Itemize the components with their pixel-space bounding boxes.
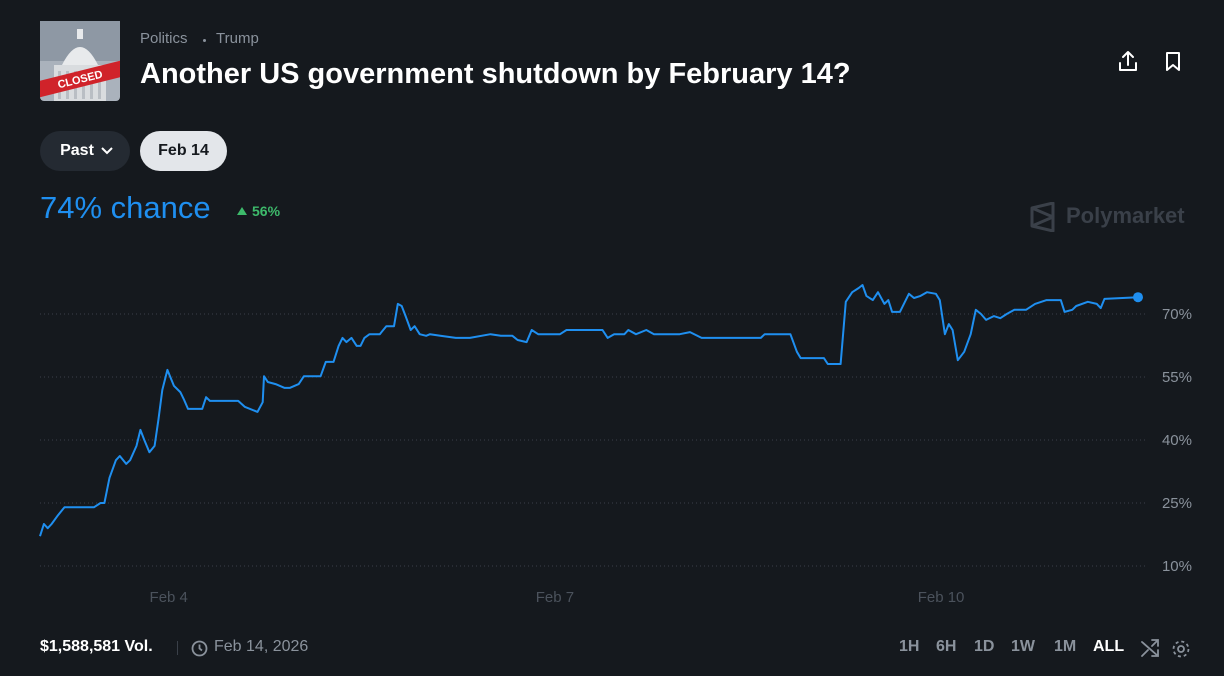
chart-settings <box>1141 639 1190 658</box>
chevron-icon <box>101 147 113 155</box>
clock-icon <box>191 640 208 657</box>
up-triangle <box>237 207 247 215</box>
timeframe-button[interactable]: 1D <box>974 638 995 655</box>
shuffle-icon[interactable] <box>1141 639 1159 657</box>
end-date: Feb 14, 2026 <box>214 638 309 655</box>
thumbnail: CLOSED <box>40 21 120 101</box>
timeframe-button[interactable]: 1M <box>1054 638 1077 655</box>
category[interactable]: Politics <box>140 30 188 47</box>
separator <box>203 39 206 42</box>
category[interactable]: Trump <box>216 30 259 47</box>
price-line <box>39 284 1139 537</box>
timeframe-button[interactable]: ALL <box>1093 638 1125 655</box>
y-tick-label: 40% <box>1162 432 1192 449</box>
x-tick-label: Feb 7 <box>536 589 574 606</box>
x-tick-label: Feb 10 <box>918 589 965 606</box>
past-button[interactable]: Past <box>40 131 130 171</box>
settings-icon[interactable] <box>1172 640 1190 658</box>
y-tick-label: 25% <box>1162 495 1192 512</box>
timeframe-button[interactable]: 1H <box>899 638 920 655</box>
brand: Polymarket <box>1066 203 1185 228</box>
market-title: Another US government shutdown by Februa… <box>140 58 851 90</box>
volume: $1,588,581 Vol. <box>40 638 153 655</box>
separator <box>177 641 178 655</box>
timeframe-button[interactable]: 6H <box>936 638 957 655</box>
timeframe-button[interactable]: 1W <box>1011 638 1035 655</box>
bookmark-icon[interactable] <box>1166 52 1180 71</box>
date-button[interactable]: Feb 14 <box>140 131 227 171</box>
x-tick-label: Feb 4 <box>150 589 188 606</box>
brand-logo <box>1030 202 1055 232</box>
y-tick-label: 70% <box>1162 306 1192 323</box>
last-point <box>1132 292 1143 303</box>
share-icon[interactable] <box>1119 51 1137 71</box>
chance: 74% chance <box>40 190 211 225</box>
y-tick-label: 55% <box>1162 369 1192 386</box>
change: 56% <box>252 203 281 219</box>
header-actions <box>1119 51 1180 71</box>
y-tick-label: 10% <box>1162 558 1192 575</box>
